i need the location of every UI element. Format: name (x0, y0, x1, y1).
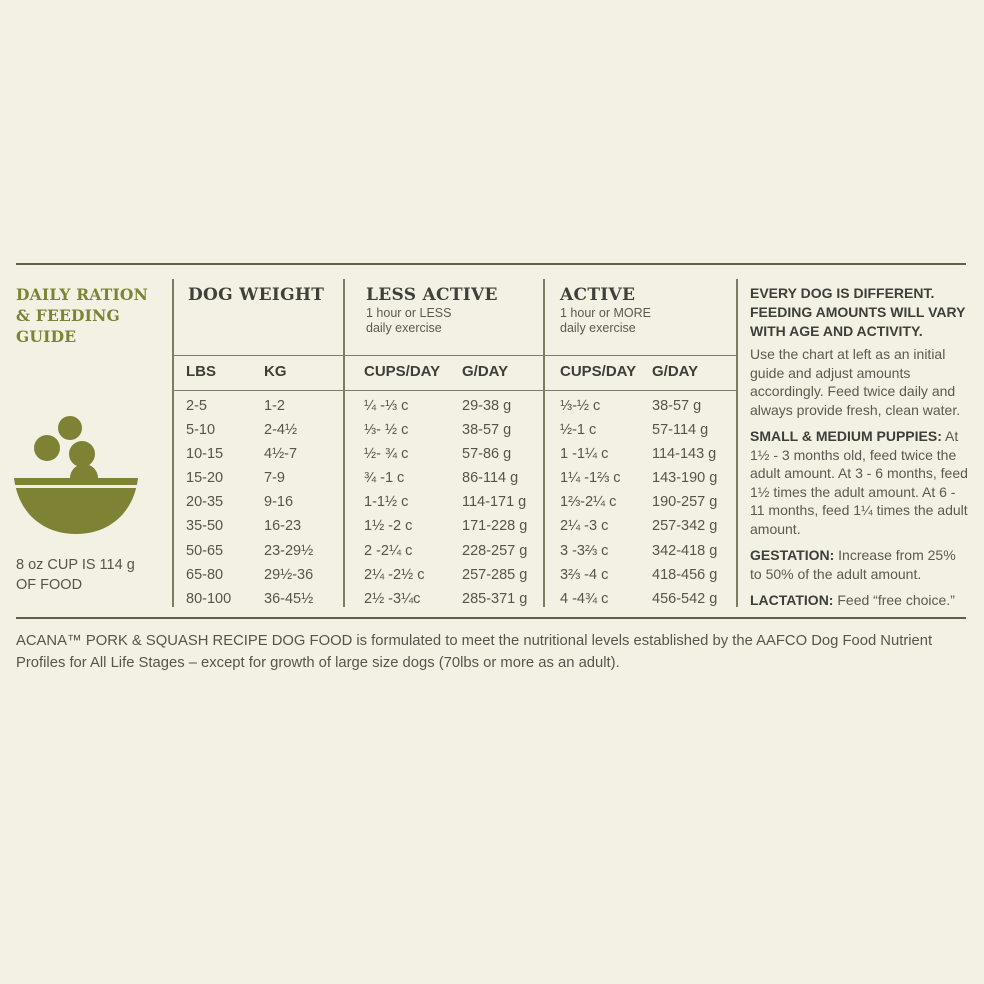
table-cell: 2-5 (186, 398, 207, 414)
table-cell: 2¼ -3 c (560, 518, 609, 535)
bottom-rule (16, 617, 966, 619)
table-cell: 1¼ -1⅔ c (560, 470, 621, 487)
table-cell: ¼ -⅓ c (364, 398, 409, 414)
notes-lead: EVERY DOG IS DIFFERENT. FEEDING AMOUNTS … (750, 285, 966, 339)
table-cell: 1⅔-2¼ c (560, 494, 617, 511)
active-cups-header: CUPS/DAY (560, 363, 637, 380)
table-cell: 285-371 g (462, 590, 528, 607)
divider-active (543, 279, 545, 607)
kg-column: 1-2 2-4½ 4½-7 7-9 9-16 16-23 23-29½ 29½-… (264, 394, 313, 611)
table-cell: 4½-7 (264, 446, 298, 463)
cup-note: 8 oz CUP IS 114 g OF FOOD (16, 557, 135, 593)
table-cell: 16-23 (264, 518, 302, 535)
active-title: ACTIVE (560, 285, 636, 305)
table-cell: 20-35 (186, 494, 224, 511)
table-cell: 7-9 (264, 470, 285, 487)
table-cell: 9-16 (264, 494, 294, 511)
table-cell: 418-456 g (652, 566, 718, 583)
table-cell: 257-342 g (652, 518, 718, 535)
table-cell: 114-143 g (652, 446, 717, 463)
active-grams-header: G/DAY (652, 363, 699, 380)
notes-intro: Use the chart at left as an initial guid… (750, 346, 961, 418)
table-cell: 257-285 g (462, 566, 528, 583)
table-cell: 1-1½ c (364, 494, 409, 511)
table-cell: 1½ -2 c (364, 518, 413, 535)
puppies-text: At 1½ - 3 months old, feed twice the adu… (750, 428, 968, 537)
gestation-text: Increase from 25% to 50% of the adult am… (750, 547, 956, 582)
table-cell: 36-45½ (264, 590, 314, 607)
lactation-label: LACTATION: (750, 592, 834, 608)
table-cell: ⅓- ½ c (364, 422, 409, 439)
top-rule (16, 263, 966, 265)
lactation-text: Feed “free choice.” (837, 592, 955, 608)
table-cell: 86-114 g (462, 470, 519, 487)
table-cell: 228-257 g (462, 542, 528, 559)
divider-side (736, 279, 738, 607)
table-cell: ¾ -1 c (364, 470, 405, 487)
gestation-label: GESTATION: (750, 547, 835, 563)
food-bowl-icon (14, 416, 138, 534)
table-cell: 143-190 g (652, 470, 718, 487)
less-grams-column: 29-38 g 38-57 g 57-86 g 86-114 g 114-171… (462, 394, 527, 611)
table-cell: 35-50 (186, 518, 224, 535)
table-cell: 15-20 (186, 470, 224, 487)
table-cell: 5-10 (186, 422, 216, 439)
subheader-rule (173, 390, 736, 391)
table-cell: 38-57 g (462, 422, 512, 439)
table-cell: 23-29½ (264, 542, 314, 559)
less-grams-header: G/DAY (462, 363, 509, 380)
feeding-notes: EVERY DOG IS DIFFERENT. FEEDING AMOUNTS … (750, 284, 968, 610)
table-cell: 3⅔ -4 c (560, 566, 609, 583)
table-cell: 114-171 g (462, 494, 527, 511)
kg-header: KG (264, 363, 287, 380)
table-cell: 2¼ -2½ c (364, 566, 425, 583)
table-cell: 80-100 (186, 590, 232, 607)
guide-title: DAILY RATION & FEEDING GUIDE (16, 285, 149, 346)
table-cell: 2-4½ (264, 422, 298, 439)
table-cell: ½- ¾ c (364, 446, 409, 463)
divider-weight (172, 279, 174, 607)
less-active-subtitle: 1 hour or LESS daily exercise (366, 306, 452, 335)
table-cell: ½-1 c (560, 422, 597, 439)
table-cell: 2½ -3¼c (364, 590, 421, 607)
table-cell: 29½-36 (264, 566, 314, 583)
table-cell: 171-228 g (462, 518, 528, 535)
table-cell: 342-418 g (652, 542, 718, 559)
puppies-label: SMALL & MEDIUM PUPPIES: (750, 428, 942, 444)
table-cell: 57-114 g (652, 422, 709, 439)
header-rule (173, 355, 736, 356)
gestation-note: GESTATION: Increase from 25% to 50% of t… (750, 546, 968, 583)
table-cell: 65-80 (186, 566, 224, 583)
aafco-statement: ACANA™ PORK & SQUASH RECIPE DOG FOOD is … (16, 633, 933, 671)
puppies-note: SMALL & MEDIUM PUPPIES: At 1½ - 3 months… (750, 427, 968, 538)
table-cell: 2 -2¼ c (364, 542, 413, 559)
table-cell: 1 -1¼ c (560, 446, 609, 463)
table-cell: 29-38 g (462, 398, 512, 414)
table-cell: 1-2 (264, 398, 285, 414)
table-cell: 57-86 g (462, 446, 512, 463)
table-cell: 10-15 (186, 446, 224, 463)
less-cups-header: CUPS/DAY (364, 363, 441, 380)
lbs-header: LBS (186, 363, 216, 380)
less-active-title: LESS ACTIVE (366, 285, 498, 305)
table-cell: 190-257 g (652, 494, 718, 511)
lactation-note: LACTATION: Feed “free choice.” (750, 591, 968, 610)
dog-weight-title: DOG WEIGHT (188, 285, 325, 305)
table-cell: ⅓-½ c (560, 398, 601, 414)
active-subtitle: 1 hour or MORE daily exercise (560, 306, 652, 335)
active-grams-column: 38-57 g 57-114 g 114-143 g 143-190 g 190… (652, 394, 717, 611)
table-cell: 3 -3⅔ c (560, 542, 609, 559)
table-cell: 4 -4¾ c (560, 590, 609, 607)
active-cups-column: ⅓-½ c ½-1 c 1 -1¼ c 1¼ -1⅔ c 1⅔-2¼ c 2¼ … (560, 394, 620, 611)
table-cell: 38-57 g (652, 398, 702, 414)
less-cups-column: ¼ -⅓ c ⅓- ½ c ½- ¾ c ¾ -1 c 1-1½ c 1½ -2… (364, 394, 424, 611)
divider-less (343, 279, 345, 607)
table-cell: 456-542 g (652, 590, 718, 607)
table-cell: 50-65 (186, 542, 224, 559)
lbs-column: 2-5 5-10 10-15 15-20 20-35 35-50 50-65 6… (186, 394, 231, 611)
